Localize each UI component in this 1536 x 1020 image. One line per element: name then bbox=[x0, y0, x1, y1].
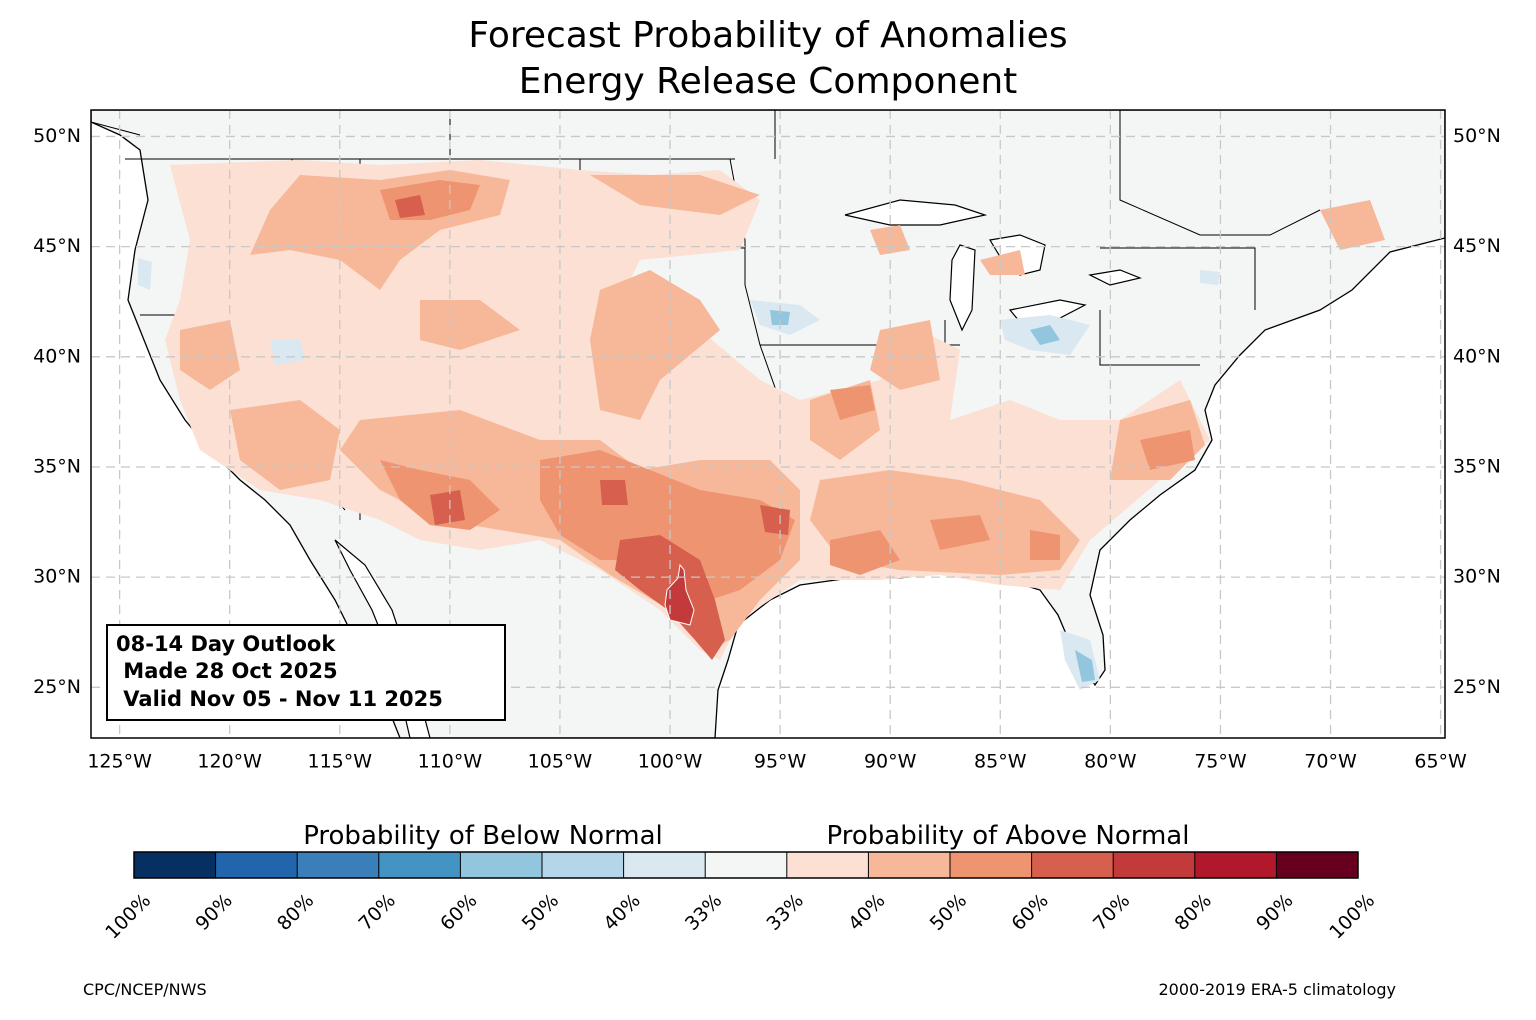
colorbar-swatch bbox=[1276, 852, 1359, 878]
x-tick-label: 70°W bbox=[1304, 751, 1357, 773]
y-tick-label: 30°N bbox=[33, 566, 81, 588]
colorbar-swatch bbox=[215, 852, 298, 878]
info-line: Valid Nov 05 - Nov 11 2025 bbox=[116, 687, 443, 711]
title-line: Energy Release Component bbox=[519, 61, 1018, 102]
x-tick-label: 85°W bbox=[974, 751, 1027, 773]
footer-left: CPC/NCEP/NWS bbox=[83, 980, 207, 999]
colorbar-swatch bbox=[623, 852, 706, 878]
colorbar-tick-label: 50% bbox=[926, 890, 971, 935]
colorbar-swatch bbox=[378, 852, 461, 878]
y-tick-label: 35°N bbox=[33, 455, 81, 477]
x-tick-label: 125°W bbox=[87, 751, 152, 773]
above-normal-area bbox=[180, 170, 1385, 650]
x-tick-label: 65°W bbox=[1414, 751, 1467, 773]
colorbar-tick-label: 80% bbox=[273, 890, 318, 935]
y-tick-label: 30°N bbox=[1453, 566, 1501, 588]
colorbar-tick-label: 40% bbox=[599, 890, 644, 935]
y-tick-label: 50°N bbox=[33, 125, 81, 147]
colorbar-swatch bbox=[134, 852, 217, 878]
colorbar-tick-label: 100% bbox=[101, 890, 155, 944]
above-normal-area bbox=[380, 180, 1195, 600]
colorbar-swatch bbox=[297, 852, 380, 878]
x-tick-label: 75°W bbox=[1194, 751, 1247, 773]
colorbar-swatch bbox=[950, 852, 1033, 878]
x-tick-label: 100°W bbox=[638, 751, 703, 773]
colorbar-swatch bbox=[1031, 852, 1114, 878]
great-lakes bbox=[844, 199, 1142, 332]
colorbar-swatch bbox=[705, 852, 788, 878]
info-line: Made 28 Oct 2025 bbox=[116, 659, 338, 683]
y-tick-label: 50°N bbox=[1453, 125, 1501, 147]
colorbar-heading: Probability of Above Normal bbox=[827, 821, 1190, 851]
colorbar-tick-label: 90% bbox=[191, 890, 236, 935]
grid bbox=[91, 110, 1445, 738]
map-frame bbox=[90, 109, 1446, 739]
colorbar-tick-label: 80% bbox=[1171, 890, 1216, 935]
footer-right: 2000-2019 ERA-5 climatology bbox=[1158, 980, 1396, 999]
x-tick-label: 105°W bbox=[528, 751, 593, 773]
colorbar-swatch bbox=[1194, 852, 1277, 878]
info-line: 08-14 Day Outlook bbox=[116, 632, 336, 656]
x-tick-label: 110°W bbox=[418, 751, 483, 773]
x-tick-label: 80°W bbox=[1084, 751, 1137, 773]
colorbar-frame bbox=[133, 851, 1359, 879]
x-tick-label: 115°W bbox=[308, 751, 373, 773]
colorbar-tick-label: 100% bbox=[1325, 890, 1379, 944]
y-tick-label: 25°N bbox=[33, 676, 81, 698]
map-area bbox=[91, 110, 1445, 738]
y-tick-label: 40°N bbox=[33, 345, 81, 367]
axis-ticks: 125°W 120°W 115°W 110°W 105°W 100°W 95°W 90°W 85… bbox=[33, 125, 1501, 773]
x-tick-label: 95°W bbox=[754, 751, 807, 773]
colorbar: 100% 90% 80% 70% 60% 50% 40% 33% 33% 40% 50% 60% 70%… bbox=[101, 851, 1379, 944]
colorbar-tick-label: 33% bbox=[681, 890, 726, 935]
y-tick-label: 40°N bbox=[1453, 345, 1501, 367]
colorbar-swatch bbox=[868, 852, 951, 878]
colorbar-swatch bbox=[542, 852, 625, 878]
y-tick-label: 25°N bbox=[1453, 676, 1501, 698]
above-normal-area bbox=[664, 563, 695, 626]
colorbar-tick-label: 50% bbox=[518, 890, 563, 935]
y-tick-label: 45°N bbox=[33, 235, 81, 257]
x-tick-label: 90°W bbox=[864, 751, 917, 773]
colorbar-heading: Probability of Below Normal bbox=[303, 821, 663, 851]
colorbar-tick-label: 60% bbox=[436, 890, 481, 935]
title-line: Forecast Probability of Anomalies bbox=[468, 15, 1067, 56]
colorbar-tick-label: 70% bbox=[1089, 890, 1134, 935]
info-box bbox=[106, 624, 506, 721]
colorbar-swatch bbox=[786, 852, 869, 878]
y-tick-label: 45°N bbox=[1453, 235, 1501, 257]
colorbar-tick-label: 33% bbox=[763, 890, 808, 935]
anomaly-fills bbox=[138, 160, 1385, 690]
x-tick-label: 120°W bbox=[197, 751, 262, 773]
colorbar-tick-label: 60% bbox=[1007, 890, 1052, 935]
colorbar-tick-label: 40% bbox=[844, 890, 889, 935]
y-tick-label: 35°N bbox=[1453, 455, 1501, 477]
colorbar-swatch bbox=[1113, 852, 1196, 878]
colorbar-tick-label: 70% bbox=[355, 890, 400, 935]
colorbar-swatch bbox=[460, 852, 543, 878]
colorbar-tick-label: 90% bbox=[1252, 890, 1297, 935]
